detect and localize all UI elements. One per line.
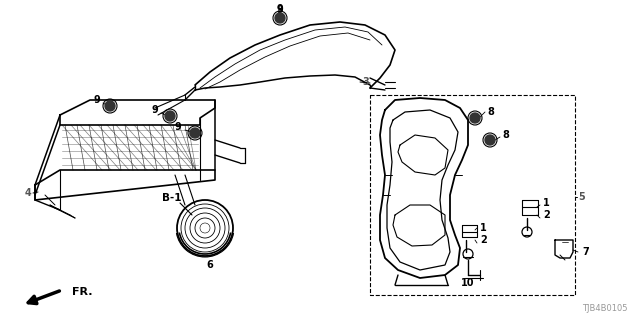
Text: B-1: B-1 <box>163 193 182 203</box>
Text: 1: 1 <box>480 223 487 233</box>
Text: 8: 8 <box>487 107 494 117</box>
Text: TJB4B0105: TJB4B0105 <box>582 304 628 313</box>
Circle shape <box>470 113 480 123</box>
Bar <box>370 95 575 295</box>
Text: 2: 2 <box>480 235 487 245</box>
Text: 10: 10 <box>461 278 475 288</box>
Text: 9: 9 <box>276 5 284 15</box>
Circle shape <box>165 111 175 121</box>
Text: 2: 2 <box>543 210 550 220</box>
Circle shape <box>485 135 495 145</box>
Text: 9: 9 <box>152 105 158 115</box>
Circle shape <box>105 101 115 111</box>
Text: 6: 6 <box>207 260 213 270</box>
Text: 7: 7 <box>582 247 589 257</box>
Text: 3: 3 <box>362 77 369 87</box>
Text: 5: 5 <box>579 192 586 202</box>
Text: 4: 4 <box>24 188 31 198</box>
Circle shape <box>275 13 285 23</box>
Text: 1: 1 <box>543 198 550 208</box>
Text: FR.: FR. <box>72 287 93 297</box>
Circle shape <box>190 128 200 138</box>
Text: 9: 9 <box>175 122 181 132</box>
Text: 9: 9 <box>93 95 100 105</box>
Text: 8: 8 <box>502 130 509 140</box>
Text: 9: 9 <box>276 4 284 14</box>
